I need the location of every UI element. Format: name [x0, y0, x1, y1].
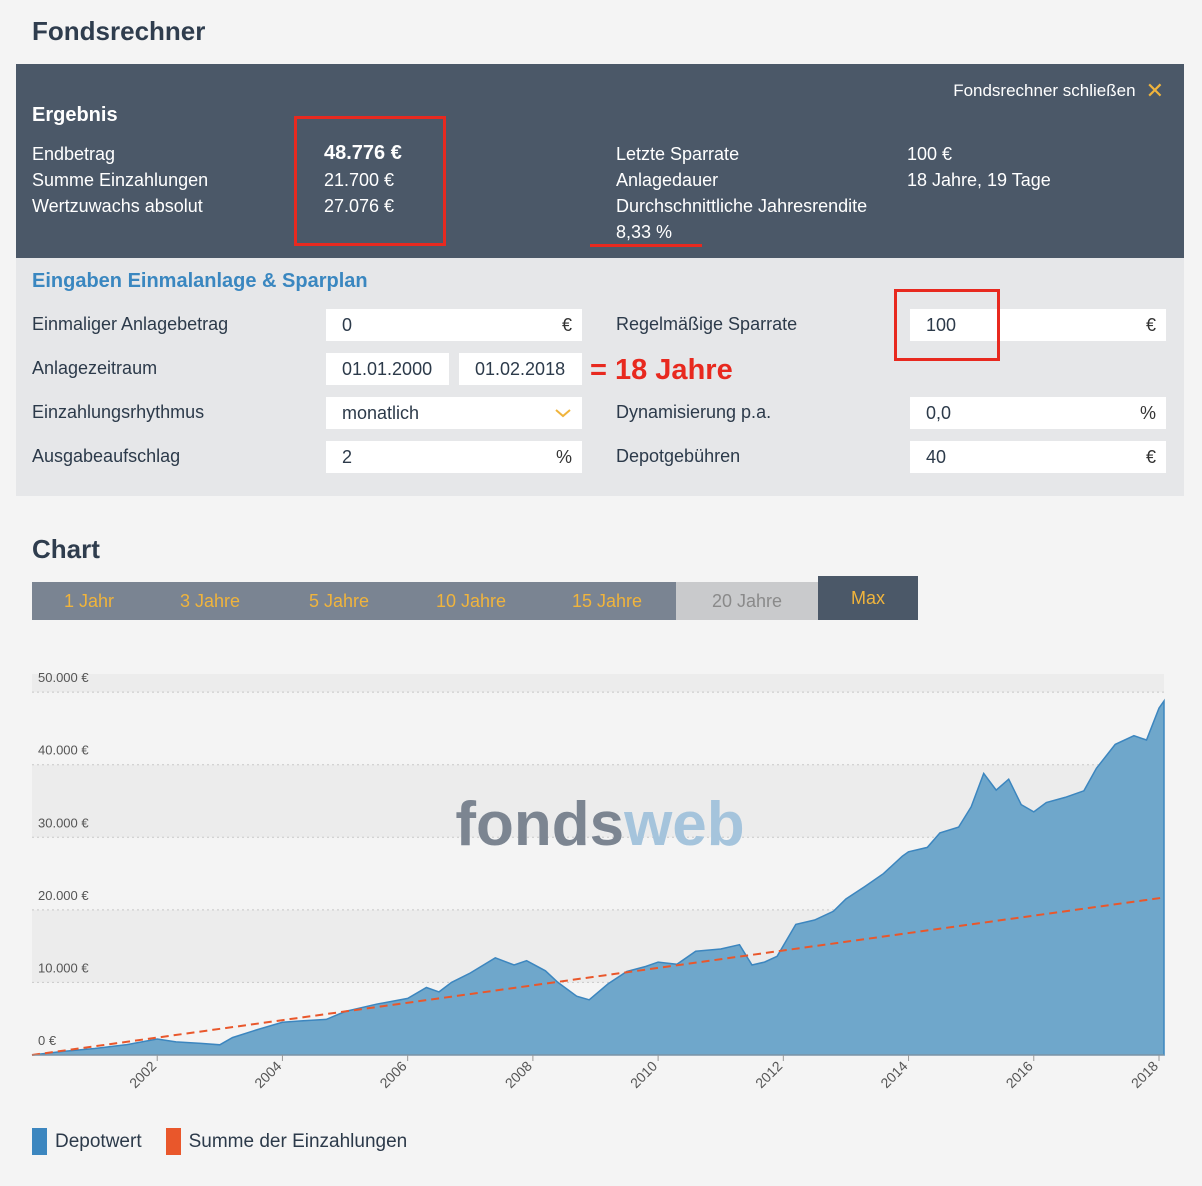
- highlight-underline-rendite: [590, 244, 702, 247]
- gebuehr-value: 40: [926, 446, 947, 467]
- chevron-down-icon: [555, 409, 571, 418]
- tab-max[interactable]: Max: [818, 576, 918, 620]
- x-tick-label: 2012: [752, 1058, 785, 1091]
- einmal-unit: €: [561, 314, 572, 335]
- close-calculator-button[interactable]: Fondsrechner schließen ✕: [953, 80, 1164, 102]
- x-tick-label: 2018: [1128, 1058, 1161, 1091]
- grid-band: [32, 674, 1164, 693]
- result-value-jahresrendite: 8,33 %: [616, 222, 673, 242]
- aufschlag-label: Ausgabeaufschlag: [32, 446, 181, 466]
- input-panel: Eingaben Einmalanlage & Sparplan Einmali…: [16, 258, 1184, 496]
- x-tick-label: 2014: [877, 1058, 910, 1091]
- end-date-field[interactable]: 01.02.2018: [459, 353, 582, 385]
- result-panel: Fondsrechner schließen ✕ Ergebnis Endbet…: [16, 64, 1184, 258]
- x-tick-label: 2008: [502, 1058, 535, 1091]
- einmal-value: 0: [342, 314, 353, 335]
- einzahlungen-line: [31, 896, 1165, 1056]
- highlight-box-sparrate: [894, 289, 1000, 361]
- result-label-anlagedauer: Anlagedauer: [616, 170, 719, 190]
- zeitraum-label: Anlagezeitraum: [32, 358, 158, 378]
- dyn-label: Dynamisierung p.a.: [616, 402, 772, 422]
- einmal-label: Einmaliger Anlagebetrag: [32, 314, 229, 334]
- y-tick-label: 50.000 €: [38, 670, 89, 685]
- start-date-field[interactable]: 01.01.2000: [326, 353, 449, 385]
- gebuehr-field[interactable]: 40 €: [910, 441, 1166, 473]
- result-value-wertzuwachs: 27.076 €: [324, 196, 395, 216]
- tab-15-jahre[interactable]: 15 Jahre: [538, 582, 676, 620]
- y-tick-label: 20.000 €: [38, 888, 89, 903]
- chart-title: Chart: [32, 534, 100, 564]
- y-tick-label: 30.000 €: [38, 815, 89, 830]
- result-label-endbetrag: Endbetrag: [32, 144, 116, 164]
- sparrate-label: Regelmäßige Sparrate: [616, 314, 798, 334]
- legend-label-depotwert: Depotwert: [55, 1130, 142, 1152]
- legend-swatch-einzahlungen: [165, 1128, 181, 1155]
- start-date-value: 01.01.2000: [342, 358, 433, 379]
- end-date-value: 01.02.2018: [475, 358, 566, 379]
- depotwert-area: [31, 698, 1165, 1056]
- x-tick-label: 2010: [627, 1058, 660, 1091]
- result-label-einzahlungen: Summe Einzahlungen: [32, 170, 209, 190]
- legend-swatch-depotwert: [32, 1128, 47, 1155]
- sparrate-field[interactable]: 100 €: [910, 309, 1166, 341]
- tab-10-jahre[interactable]: 10 Jahre: [404, 582, 538, 620]
- highlight-box-results: [294, 116, 446, 246]
- einmal-field[interactable]: 0 €: [326, 309, 582, 341]
- x-tick-label: 2004: [251, 1058, 284, 1091]
- sparrate-unit: €: [1145, 314, 1156, 335]
- page-title: Fondsrechner: [32, 16, 206, 46]
- sparrate-value: 100: [926, 314, 957, 335]
- gebuehr-unit: €: [1145, 446, 1156, 467]
- close-label: Fondsrechner schließen: [953, 81, 1136, 100]
- y-tick-label: 0 €: [38, 1033, 57, 1048]
- aufschlag-unit: %: [555, 446, 572, 467]
- range-tabs: 1 Jahr 3 Jahre 5 Jahre 10 Jahre 15 Jahre…: [32, 576, 918, 620]
- result-heading: Ergebnis: [32, 104, 118, 126]
- annotation-18-jahre: = 18 Jahre: [590, 354, 733, 386]
- result-label-wertzuwachs: Wertzuwachs absolut: [32, 196, 203, 216]
- dyn-unit: %: [1139, 402, 1156, 423]
- gebuehr-label: Depotgebühren: [616, 446, 741, 466]
- legend-item-depotwert[interactable]: Depotwert: [32, 1128, 142, 1155]
- y-tick-label: 10.000 €: [38, 960, 89, 975]
- input-heading: Eingaben Einmalanlage & Sparplan: [32, 270, 368, 292]
- dyn-field[interactable]: 0,0 %: [910, 397, 1166, 429]
- rhythmus-value: monatlich: [342, 402, 420, 423]
- legend-label-einzahlungen: Summe der Einzahlungen: [188, 1130, 408, 1152]
- rhythmus-select[interactable]: monatlich: [326, 397, 582, 429]
- y-tick-label: 40.000 €: [38, 743, 89, 758]
- result-value-endbetrag: 48.776 €: [324, 142, 402, 164]
- x-tick-label: 2006: [376, 1058, 409, 1091]
- result-value-anlagedauer: 18 Jahre, 19 Tage: [907, 170, 1051, 190]
- x-tick-label: 2016: [1003, 1058, 1036, 1091]
- watermark-logo: fondsweb: [455, 790, 744, 859]
- aufschlag-field[interactable]: 2 %: [326, 441, 582, 473]
- aufschlag-value: 2: [342, 446, 353, 467]
- result-value-einzahlungen: 21.700 €: [324, 170, 395, 190]
- result-label-jahresrendite: Durchschnittliche Jahresrendite: [616, 196, 868, 216]
- chart-legend: Depotwert Summe der Einzahlungen: [32, 1128, 407, 1155]
- tab-20-jahre: 20 Jahre: [676, 582, 818, 620]
- tab-5-jahre[interactable]: 5 Jahre: [274, 582, 404, 620]
- grid-band: [32, 692, 1164, 765]
- rhythmus-label: Einzahlungsrhythmus: [32, 402, 205, 422]
- close-icon: ✕: [1145, 78, 1164, 103]
- tab-3-jahre[interactable]: 3 Jahre: [146, 582, 274, 620]
- dyn-value: 0,0: [926, 402, 952, 423]
- x-tick-label: 2002: [126, 1058, 159, 1091]
- tab-1-jahr[interactable]: 1 Jahr: [32, 582, 146, 620]
- result-label-letzte-sparrate: Letzte Sparrate: [616, 144, 740, 164]
- legend-item-einzahlungen[interactable]: Summe der Einzahlungen: [165, 1128, 408, 1155]
- depot-chart: 0 € 10.000 € 20.000 € 30.000 € 40.000 € 50.00…: [31, 670, 1165, 1091]
- result-value-letzte-sparrate: 100 €: [907, 144, 953, 164]
